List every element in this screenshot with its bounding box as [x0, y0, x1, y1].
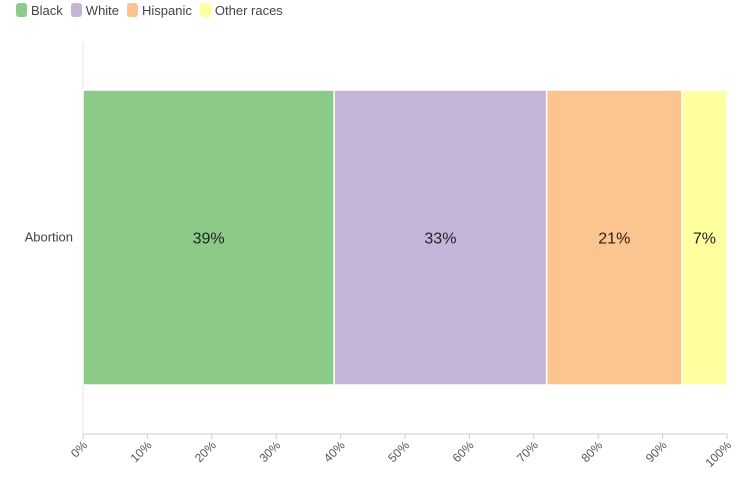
- legend-swatch: [127, 3, 139, 17]
- legend-label: Other races: [214, 2, 283, 18]
- legend-item-white[interactable]: White: [70, 2, 120, 18]
- legend-label: Hispanic: [142, 2, 192, 18]
- data-label: 21%: [598, 231, 630, 248]
- bar-segment-hispanic: [545, 89, 683, 386]
- x-tick-label: 50%: [385, 438, 412, 465]
- legend-swatch: [199, 3, 211, 17]
- x-tick-label: 20%: [192, 438, 219, 465]
- x-tick-label: 100%: [703, 438, 735, 470]
- bar-segment-other-races: [681, 89, 728, 386]
- x-tick-label: 40%: [321, 438, 348, 465]
- data-label: 7%: [693, 231, 716, 248]
- category-label: Abortion: [25, 230, 73, 245]
- legend-item-hispanic[interactable]: Hispanic: [127, 3, 192, 18]
- chart-legend: Black White Hispanic Other races: [16, 1, 283, 19]
- legend-swatch: [70, 3, 82, 17]
- x-tick-label: 10%: [128, 438, 155, 465]
- legend-item-black[interactable]: Black: [16, 3, 63, 18]
- legend-item-other-races[interactable]: Other races: [199, 2, 283, 18]
- legend-swatch: [16, 3, 27, 17]
- x-tick-label: 30%: [256, 438, 283, 465]
- data-label: 39%: [193, 231, 225, 248]
- x-tick-label: 70%: [514, 438, 541, 465]
- x-tick-label: 60%: [450, 438, 477, 465]
- x-tick-label: 80%: [578, 438, 605, 465]
- data-label: 33%: [424, 231, 456, 248]
- x-tick-label: 0%: [68, 438, 90, 460]
- legend-label: White: [85, 2, 120, 18]
- x-tick-label: 90%: [643, 438, 670, 465]
- legend-label: Black: [31, 2, 63, 18]
